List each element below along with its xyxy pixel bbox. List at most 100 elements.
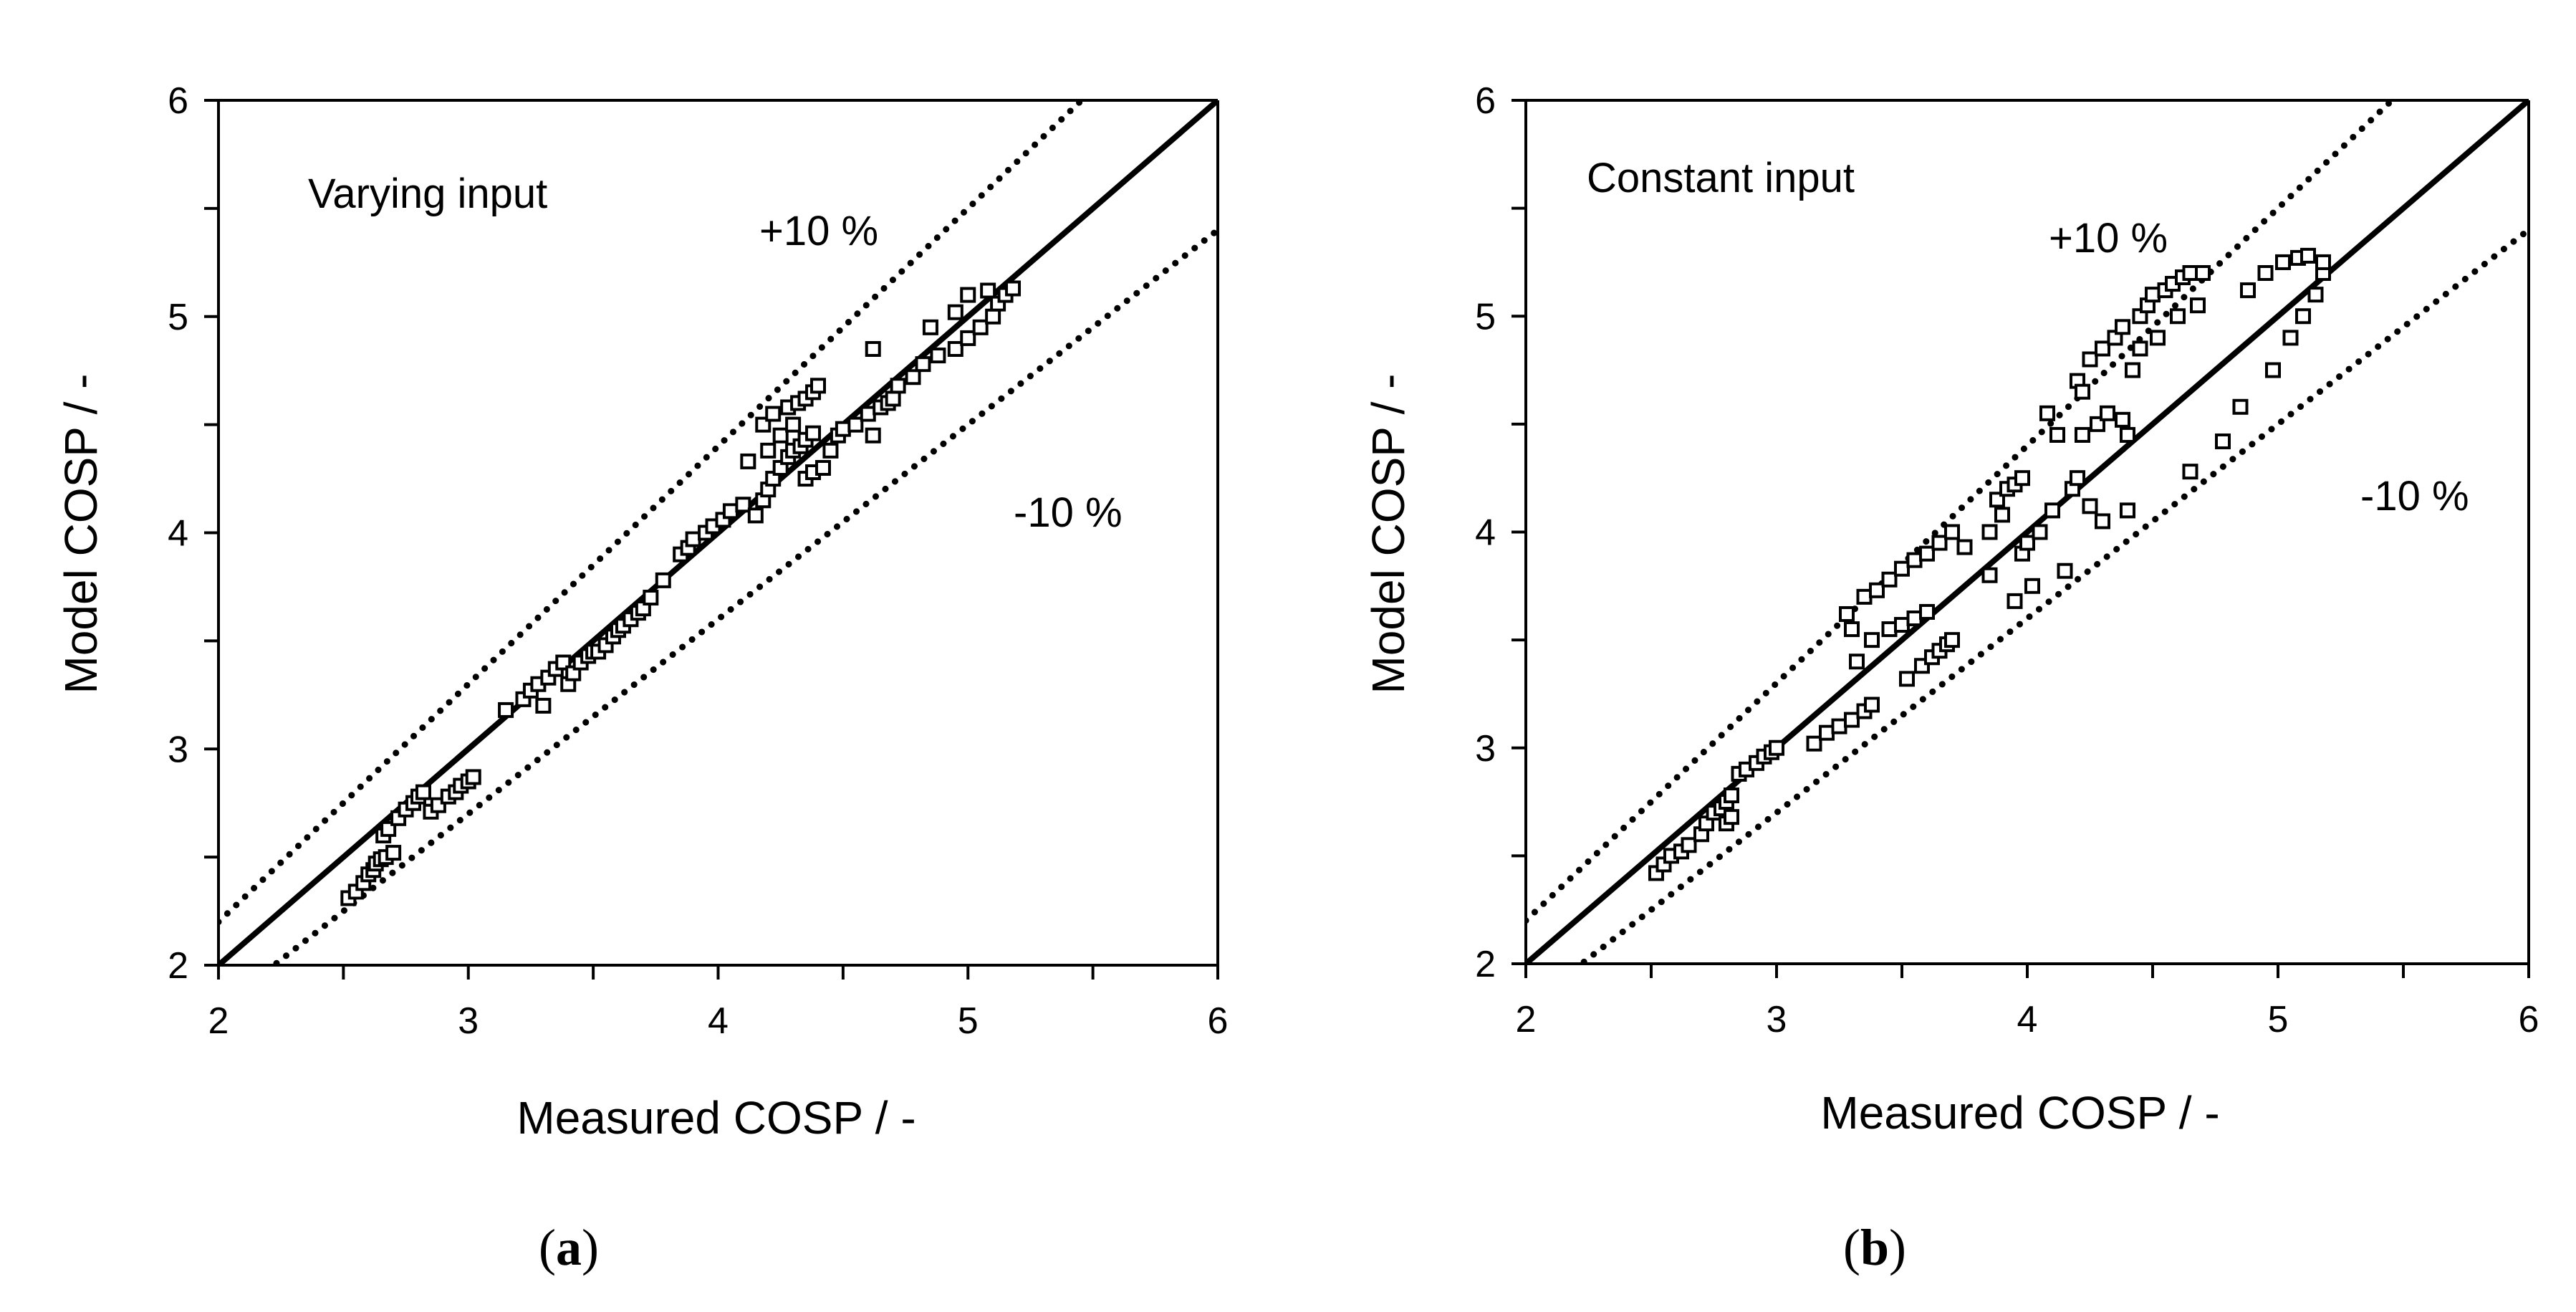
data-point	[810, 378, 826, 394]
data-point	[1831, 718, 1847, 734]
data-point	[2057, 562, 2073, 579]
data-point	[960, 287, 976, 303]
annotation-input: Constant input	[1587, 155, 1855, 201]
data-point	[980, 282, 996, 299]
data-point	[1856, 588, 1873, 605]
data-point	[685, 531, 701, 547]
data-point	[735, 497, 751, 513]
y-tick-label: 2	[1475, 944, 1496, 985]
data-point	[2075, 383, 2090, 400]
data-point	[498, 702, 514, 718]
data-point	[1956, 539, 1973, 555]
data-point	[960, 330, 976, 346]
y-tick-label: 3	[168, 729, 188, 770]
x-tick-label: 2	[1516, 999, 1537, 1040]
data-point	[1994, 507, 2010, 523]
data-point	[2120, 502, 2135, 519]
panel-b: 2 3 4 5 6 2 3 4 5 6 Measured COSP / - Model COSP / …	[1363, 80, 2539, 1139]
data-point	[1839, 605, 1855, 622]
data-point	[1981, 524, 1998, 540]
data-point	[1806, 735, 1822, 752]
y-tick-label: 4	[168, 513, 188, 555]
data-point	[2075, 426, 2090, 443]
data-point	[2115, 411, 2130, 428]
data-point	[814, 459, 831, 476]
data-point	[2024, 578, 2040, 594]
data-point	[1005, 280, 1022, 297]
y-tick-label: 2	[168, 945, 188, 987]
x-axis-label: Measured COSP / -	[516, 1092, 915, 1144]
y-axis-label: Model COSP / -	[1363, 374, 1414, 694]
data-point	[2232, 398, 2249, 415]
data-point	[2100, 405, 2115, 421]
data-point	[2195, 265, 2211, 281]
ref-line-plus-10	[1526, 100, 2397, 924]
data-point	[2014, 470, 2030, 487]
data-point	[822, 442, 839, 459]
data-point	[2300, 247, 2316, 264]
data-point	[2295, 308, 2311, 325]
data-point	[2095, 340, 2110, 357]
data-point	[2315, 254, 2331, 270]
data-point	[1906, 610, 1923, 626]
data-point	[865, 341, 881, 358]
data-point	[1844, 712, 1860, 728]
data-point	[1819, 724, 1835, 741]
x-tick-label: 5	[2268, 999, 2289, 1040]
data-point	[1906, 552, 1923, 568]
data-point	[415, 784, 431, 800]
y-tick-label: 4	[1475, 512, 1496, 554]
reference-lines	[1526, 100, 2529, 964]
x-tick-label: 3	[1767, 999, 1787, 1040]
data-point	[2145, 287, 2161, 303]
data-point	[922, 319, 938, 335]
data-points	[1648, 247, 2331, 881]
y-tick-label: 3	[1475, 728, 1496, 770]
data-point	[947, 341, 963, 358]
annotation-plus-10: +10 %	[2049, 215, 2168, 262]
data-point	[860, 406, 876, 422]
x-tick-label: 4	[708, 1000, 729, 1042]
data-point	[2215, 433, 2231, 449]
data-point	[2182, 265, 2198, 281]
data-point	[643, 590, 659, 606]
data-point	[465, 769, 481, 785]
data-point	[1881, 621, 1898, 638]
data-point	[1919, 603, 1935, 620]
data-point	[1981, 567, 1998, 583]
data-point	[2307, 287, 2324, 303]
data-point	[1849, 653, 1865, 670]
annotation-plus-10: +10 %	[759, 208, 878, 254]
annotation-input: Varying input	[308, 171, 547, 217]
data-point	[1894, 560, 1910, 577]
data-point	[905, 369, 921, 386]
panel-a: 2 3 4 5 6 2 3 4 5 6 Measured COSP / - Model COSP / …	[55, 80, 1229, 1144]
data-point	[785, 416, 802, 433]
data-point	[1864, 632, 1880, 648]
data-point	[847, 416, 864, 433]
data-point	[2282, 330, 2299, 346]
annotation-minus-10: -10 %	[1014, 489, 1123, 536]
x-axis-label: Measured COSP / -	[1820, 1087, 2219, 1139]
data-point	[2032, 524, 2048, 540]
ticks	[204, 99, 1219, 980]
annotation-minus-10: -10 %	[2360, 473, 2469, 519]
data-point	[2019, 535, 2035, 551]
data-point	[2190, 297, 2206, 314]
data-point	[2150, 330, 2166, 346]
data-point	[1869, 582, 1885, 598]
data-point	[985, 308, 1001, 325]
x-tick-label: 3	[458, 1000, 479, 1042]
data-point	[947, 304, 963, 320]
data-point	[1681, 837, 1697, 853]
data-point	[2275, 254, 2291, 270]
ref-line-parity	[1526, 100, 2529, 964]
x-tick-label: 6	[1208, 1000, 1229, 1042]
data-point	[2007, 593, 2023, 609]
data-point	[2265, 362, 2281, 378]
data-point	[1944, 524, 1960, 540]
data-point	[972, 319, 989, 335]
data-point	[2257, 265, 2274, 281]
data-point	[1931, 535, 1948, 551]
